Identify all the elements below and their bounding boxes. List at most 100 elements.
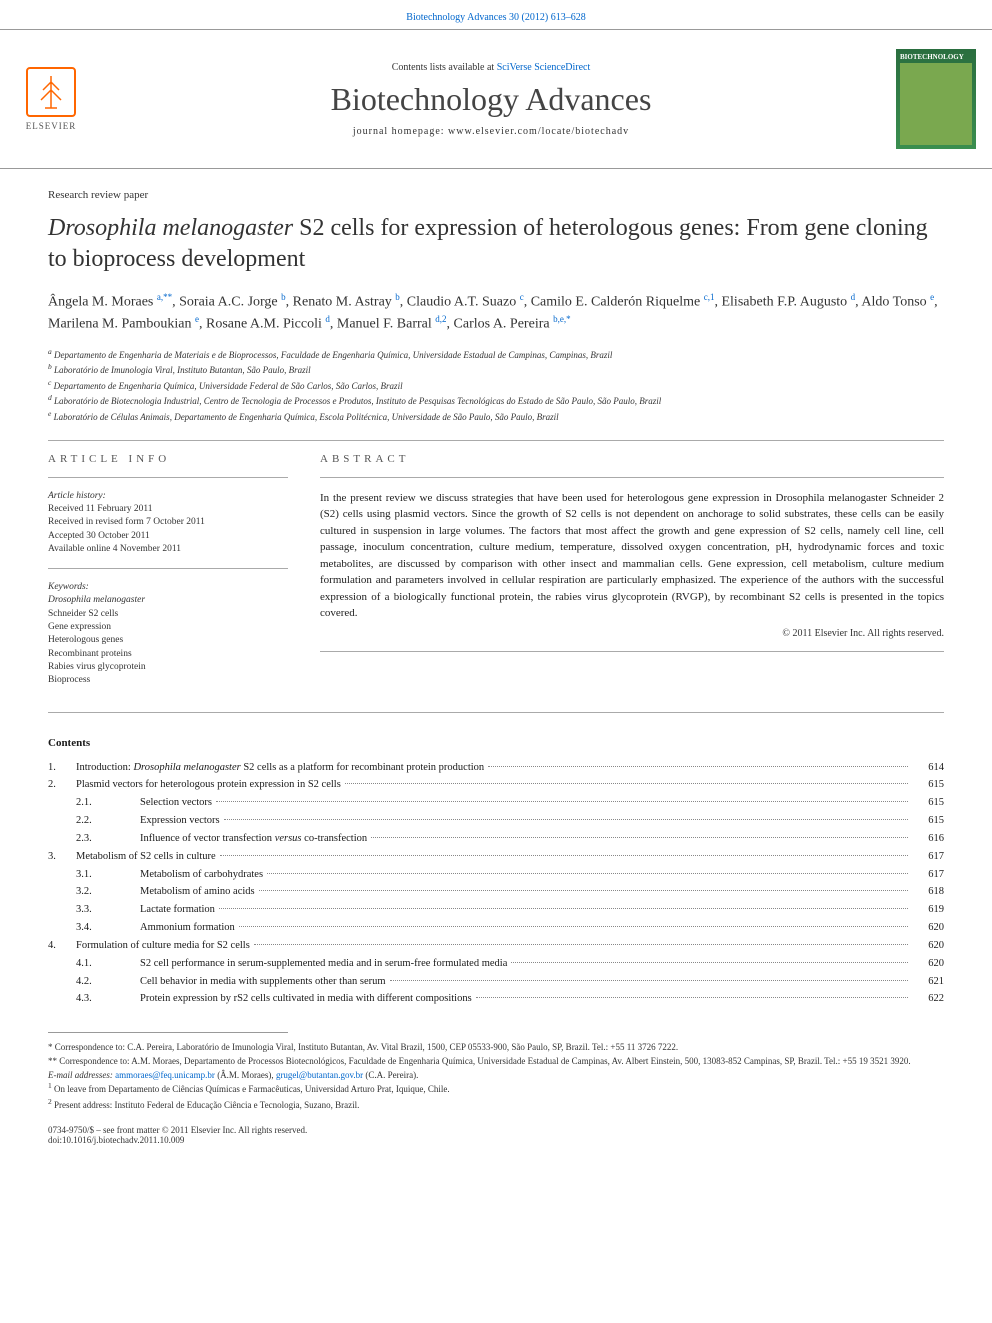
toc-row[interactable]: 3.3.Lactate formation 619 (48, 901, 944, 919)
email-label: E-mail addresses: (48, 1070, 115, 1080)
toc-dots (219, 908, 908, 909)
email-who: (Â.M. Moraes), (215, 1070, 276, 1080)
history-revised: Received in revised form 7 October 2011 (48, 516, 288, 529)
contents-pre: Contents lists available at (392, 62, 497, 73)
paper-type: Research review paper (48, 189, 944, 201)
footnote-line: 1 On leave from Departamento de Ciências… (48, 1081, 944, 1096)
toc-page: 617 (912, 866, 944, 884)
toc-row[interactable]: 3.1.Metabolism of carbohydrates617 (48, 866, 944, 884)
keyword: Recombinant proteins (48, 648, 288, 661)
email-link[interactable]: ammoraes@feq.unicamp.br (115, 1070, 215, 1080)
toc-page: 615 (912, 776, 944, 794)
toc-subnum: 3.4. (76, 919, 140, 937)
affiliation-line: c Departamento de Engenharia Química, Un… (48, 378, 944, 393)
toc-page: 621 (912, 973, 944, 991)
article-info-heading: article info (48, 453, 288, 465)
keyword: Bioprocess (48, 674, 288, 687)
toc-page: 620 (912, 937, 944, 955)
title-italic: Drosophila melanogaster (48, 215, 293, 241)
toc-dots (488, 766, 908, 767)
toc-row[interactable]: 2.1.Selection vectors615 (48, 794, 944, 812)
front-matter-line: 0734-9750/$ – see front matter © 2011 El… (48, 1125, 944, 1135)
rule (320, 477, 944, 478)
toc-row[interactable]: 4.Formulation of culture media for S2 ce… (48, 937, 944, 955)
toc-row[interactable]: 2.3.Influence of vector transfection ver… (48, 830, 944, 848)
toc-row[interactable]: 4.3.Protein expression by rS2 cells cult… (48, 990, 944, 1008)
toc-subnum: 4.1. (76, 955, 140, 973)
history-label: Article history: (48, 490, 288, 503)
toc-row[interactable]: 3.2.Metabolism of amino acids618 (48, 883, 944, 901)
journal-header: ELSEVIER Contents lists available at Sci… (0, 29, 992, 169)
address-footnotes: 1 On leave from Departamento de Ciências… (48, 1081, 944, 1111)
rule (48, 568, 288, 569)
toc-title: Expression vectors (140, 812, 220, 830)
journal-citation[interactable]: Biotechnology Advances 30 (2012) 613–628 (0, 0, 992, 29)
elsevier-logo: ELSEVIER (16, 59, 86, 139)
toc-row[interactable]: 2.2.Expression vectors615 (48, 812, 944, 830)
toc-page: 617 (912, 848, 944, 866)
toc-subnum: 4.3. (76, 990, 140, 1008)
toc-row[interactable]: 2.Plasmid vectors for heterologous prote… (48, 776, 944, 794)
rule (320, 651, 944, 652)
toc-num: 3. (48, 848, 76, 866)
toc-subnum: 3.3. (76, 901, 140, 919)
toc-num: 1. (48, 759, 76, 777)
toc-title: Protein expression by rS2 cells cultivat… (140, 990, 472, 1008)
journal-name: Biotechnology Advances (86, 81, 896, 118)
affiliations: a Departamento de Engenharia de Materiai… (48, 347, 944, 424)
toc-subnum: 2.3. (76, 830, 140, 848)
affiliation-line: d Laboratório de Biotecnologia Industria… (48, 393, 944, 408)
toc-row[interactable]: 4.2.Cell behavior in media with suppleme… (48, 973, 944, 991)
toc-title: Lactate formation (140, 901, 215, 919)
article-title: Drosophila melanogaster S2 cells for exp… (48, 213, 944, 275)
toc-row[interactable]: 3.Metabolism of S2 cells in culture 617 (48, 848, 944, 866)
affiliation-line: b Laboratório de Imunologia Viral, Insti… (48, 362, 944, 377)
footnote-rule (48, 1032, 288, 1033)
sciencedirect-link[interactable]: SciVerse ScienceDirect (497, 62, 591, 73)
toc-title: Introduction: Drosophila melanogaster S2… (76, 759, 484, 777)
keywords-block: Keywords: Drosophila melanogasterSchneid… (48, 581, 288, 687)
toc-num: 4. (48, 937, 76, 955)
contents-heading: Contents (48, 737, 944, 749)
keyword: Heterologous genes (48, 634, 288, 647)
toc-dots (220, 855, 908, 856)
contents-available-line: Contents lists available at SciVerse Sci… (86, 62, 896, 73)
affiliation-line: a Departamento de Engenharia de Materiai… (48, 347, 944, 362)
toc-subnum: 3.2. (76, 883, 140, 901)
email-link[interactable]: grugel@butantan.gov.br (276, 1070, 363, 1080)
toc-page: 620 (912, 919, 944, 937)
footnote-line: ** Correspondence to: A.M. Moraes, Depar… (48, 1055, 944, 1068)
toc-title: Ammonium formation (140, 919, 235, 937)
toc-title: S2 cell performance in serum-supplemente… (140, 955, 507, 973)
toc-page: 616 (912, 830, 944, 848)
keyword: Drosophila melanogaster (48, 594, 288, 607)
article-history: Article history: Received 11 February 20… (48, 490, 288, 556)
abstract-copyright: © 2011 Elsevier Inc. All rights reserved… (320, 628, 944, 639)
history-received: Received 11 February 2011 (48, 503, 288, 516)
toc-page: 622 (912, 990, 944, 1008)
toc-title: Formulation of culture media for S2 cell… (76, 937, 250, 955)
toc-page: 614 (912, 759, 944, 777)
affiliation-line: e Laboratório de Células Animais, Depart… (48, 409, 944, 424)
toc-row[interactable]: 4.1.S2 cell performance in serum-supplem… (48, 955, 944, 973)
elsevier-tree-icon (26, 67, 76, 117)
toc-page: 620 (912, 955, 944, 973)
keyword: Gene expression (48, 621, 288, 634)
elsevier-label: ELSEVIER (26, 121, 77, 131)
footnote-line: * Correspondence to: C.A. Pereira, Labor… (48, 1041, 944, 1054)
correspondence-footnotes: * Correspondence to: C.A. Pereira, Labor… (48, 1041, 944, 1067)
toc-subnum: 2.1. (76, 794, 140, 812)
toc-row[interactable]: 1.Introduction: Drosophila melanogaster … (48, 759, 944, 777)
toc-title: Metabolism of S2 cells in culture (76, 848, 216, 866)
toc-dots (259, 890, 908, 891)
doi-block: 0734-9750/$ – see front matter © 2011 El… (48, 1125, 944, 1145)
toc-page: 618 (912, 883, 944, 901)
toc-dots (371, 837, 908, 838)
abstract-text: In the present review we discuss strateg… (320, 490, 944, 622)
toc-page: 619 (912, 901, 944, 919)
toc-row[interactable]: 3.4.Ammonium formation 620 (48, 919, 944, 937)
journal-homepage: journal homepage: www.elsevier.com/locat… (86, 126, 896, 137)
author-list: Ângela M. Moraes a,**, Soraia A.C. Jorge… (48, 291, 944, 334)
keyword: Schneider S2 cells (48, 608, 288, 621)
toc-dots (224, 819, 908, 820)
